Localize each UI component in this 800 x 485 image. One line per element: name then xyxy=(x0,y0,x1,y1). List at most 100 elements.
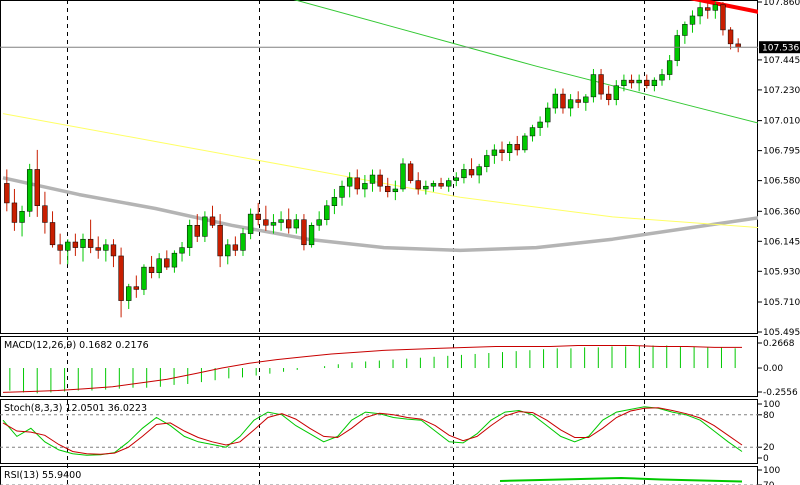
macd-tick-label: 0.2668 xyxy=(763,339,795,349)
candle-body xyxy=(346,177,353,187)
candle-body xyxy=(644,79,650,86)
stoch-label: Stoch(8,3,3) 12.0501 36.0223 xyxy=(4,403,147,414)
candle-body xyxy=(369,174,376,184)
candle-body xyxy=(57,244,63,251)
candle-body xyxy=(87,238,94,248)
candle-body xyxy=(133,286,140,290)
candle-body xyxy=(583,96,589,103)
candle-body xyxy=(34,169,40,206)
candle-body xyxy=(217,225,223,257)
candle-body xyxy=(316,219,322,226)
candle-body xyxy=(126,286,132,301)
price-series xyxy=(0,0,758,318)
macd-signal-line xyxy=(2,345,742,393)
stoch-tick-label: 0 xyxy=(763,454,769,464)
stoch-tick-label: 100 xyxy=(763,400,780,410)
candle-body xyxy=(171,252,178,268)
candle-body xyxy=(240,233,246,251)
candle-body xyxy=(194,225,200,237)
candle-body xyxy=(400,163,406,190)
candle-body xyxy=(735,43,741,48)
stoch-panel xyxy=(0,399,758,464)
candle-body xyxy=(468,169,475,176)
candle-body xyxy=(567,99,574,109)
candle-body xyxy=(720,4,726,31)
candle-body xyxy=(415,180,421,190)
candle-body xyxy=(697,7,703,17)
candle-body xyxy=(308,225,315,246)
moving-average-line xyxy=(689,0,758,14)
stoch-series xyxy=(0,406,758,456)
moving-average-line xyxy=(2,176,758,253)
macd-label: MACD(12,26,9) 0.1682 0.2176 xyxy=(4,340,149,351)
main-panel xyxy=(0,0,758,334)
candle-body xyxy=(476,166,482,176)
candle-body xyxy=(689,15,696,25)
moving-average-line xyxy=(293,0,758,124)
candle-body xyxy=(354,177,360,190)
candle-body xyxy=(301,219,307,246)
price-tick-label: 105.495 xyxy=(763,328,800,338)
candle-body xyxy=(156,258,162,273)
candle-body xyxy=(324,205,330,220)
candle-body xyxy=(65,241,71,251)
candle-body xyxy=(621,79,627,86)
rsi-line xyxy=(499,476,743,483)
candle-body xyxy=(506,144,513,153)
candle-body xyxy=(453,177,459,181)
price-tick-label: 107.230 xyxy=(763,86,800,96)
price-tick-label: 106.145 xyxy=(763,237,800,247)
rsi-series xyxy=(0,476,758,485)
current-price-marker xyxy=(759,41,800,54)
candle-body xyxy=(225,244,231,257)
price-tick-label: 105.930 xyxy=(763,267,800,277)
candle-body xyxy=(682,24,688,36)
candle-body xyxy=(605,93,612,100)
price-tick-label: 107.445 xyxy=(763,56,800,66)
candle-body xyxy=(49,222,56,246)
macd-tick-label: -0.2556 xyxy=(763,388,798,398)
price-tick-label: 107.860 xyxy=(763,0,800,8)
candle-body xyxy=(430,183,437,187)
candle-body xyxy=(293,219,300,229)
stoch-tick-label: 20 xyxy=(763,443,775,453)
candle-body xyxy=(179,247,185,254)
candle-body xyxy=(659,74,665,81)
candle-body xyxy=(461,169,467,179)
macd-tick-label: 0.00 xyxy=(763,364,783,374)
candle-body xyxy=(446,180,452,187)
candle-body xyxy=(186,225,193,248)
rsi-label: RSI(13) 55.9400 xyxy=(4,470,81,481)
candle-body xyxy=(118,255,124,301)
candle-body xyxy=(590,74,597,98)
candle-body xyxy=(72,241,79,248)
rsi-panel xyxy=(0,466,758,485)
candle-body xyxy=(19,211,25,223)
candle-body xyxy=(232,244,239,251)
price-tick-label: 106.360 xyxy=(763,207,800,217)
candle-body xyxy=(545,107,551,123)
candle-body xyxy=(286,219,292,229)
candle-body xyxy=(377,174,383,187)
candle-body xyxy=(278,219,284,223)
candle-body xyxy=(103,244,109,251)
candle-body xyxy=(202,216,208,237)
candle-body xyxy=(148,266,155,273)
candle-body xyxy=(270,222,277,226)
candle-body xyxy=(263,219,269,226)
candle-body xyxy=(80,238,86,248)
candle-body xyxy=(438,183,444,187)
candle-body xyxy=(529,127,536,137)
candle-body xyxy=(666,60,673,75)
candle-body xyxy=(552,93,559,109)
candle-body xyxy=(42,205,48,223)
candle-body xyxy=(339,185,345,198)
candle-body xyxy=(423,185,429,190)
candle-body xyxy=(255,213,261,220)
candle-body xyxy=(522,135,528,151)
candle-body xyxy=(209,216,216,226)
candle-body xyxy=(164,258,170,268)
candle-body xyxy=(537,121,543,128)
candle-body xyxy=(705,7,711,11)
